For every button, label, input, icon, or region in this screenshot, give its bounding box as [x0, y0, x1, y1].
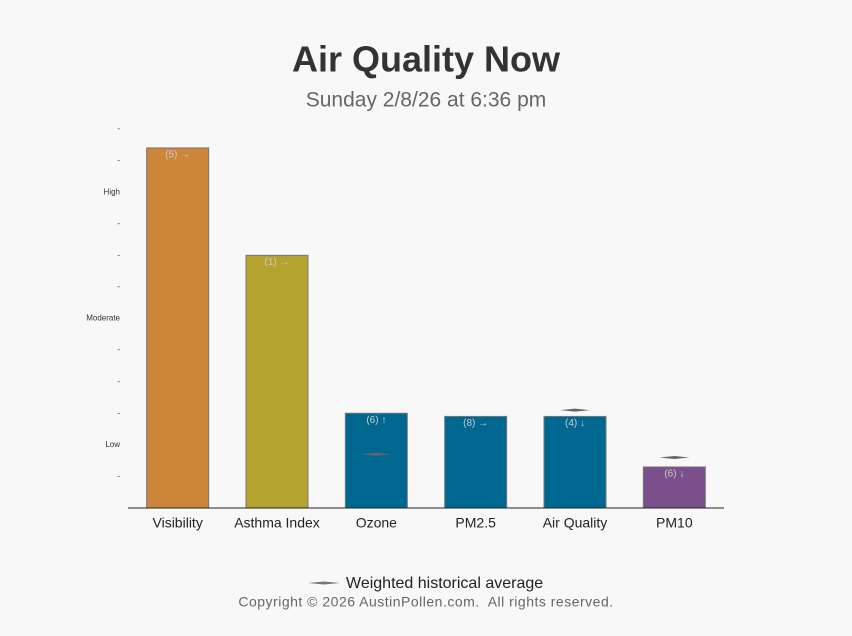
y-tick-label: -	[117, 124, 120, 133]
bar-annotation: (6) ↑	[366, 415, 386, 426]
bar	[146, 147, 210, 509]
historical-marker	[560, 408, 590, 412]
bar-annotation: (1) →	[265, 257, 290, 268]
y-tick-label: -	[117, 282, 120, 291]
legend-swatch	[308, 581, 340, 585]
y-tick-label: Low	[105, 440, 120, 449]
legend-label: Weighted historical average	[346, 575, 543, 592]
bar-annotation: (8) →	[463, 418, 488, 429]
chart-subtitle: Sunday 2/8/26 at 6:36 pm	[306, 89, 547, 112]
x-tick-label: Air Quality	[543, 515, 608, 531]
y-tick-label: -	[117, 377, 120, 386]
y-tick-label: -	[117, 345, 120, 354]
y-tick-label: -	[117, 472, 120, 481]
bar-annotation: (6) ↓	[664, 469, 684, 480]
y-tick-label: -	[117, 219, 120, 228]
bar	[344, 412, 408, 509]
bar	[444, 415, 508, 509]
x-tick-label: PM10	[656, 515, 693, 531]
x-tick-label: Asthma Index	[234, 515, 320, 531]
historical-marker	[361, 452, 392, 456]
y-tick-label: -	[117, 250, 120, 259]
x-tick-label: PM2.5	[455, 515, 496, 531]
bar	[642, 466, 706, 509]
y-tick-label: -	[117, 156, 120, 165]
chart-title: Air Quality Now	[292, 39, 561, 80]
bar-annotation: (5) →	[165, 150, 190, 161]
historical-marker	[659, 455, 690, 459]
bar-annotation: (4) ↓	[565, 418, 585, 429]
bar	[245, 254, 309, 509]
x-tick-label: Ozone	[356, 515, 397, 531]
footer: Copyright © 2026 AustinPollen.com. All r…	[238, 594, 613, 610]
y-tick-label: High	[104, 187, 120, 196]
y-tick-label: Moderate	[86, 314, 120, 323]
x-tick-label: Visibility	[153, 515, 203, 531]
bar	[543, 415, 607, 509]
y-tick-label: -	[117, 408, 120, 417]
